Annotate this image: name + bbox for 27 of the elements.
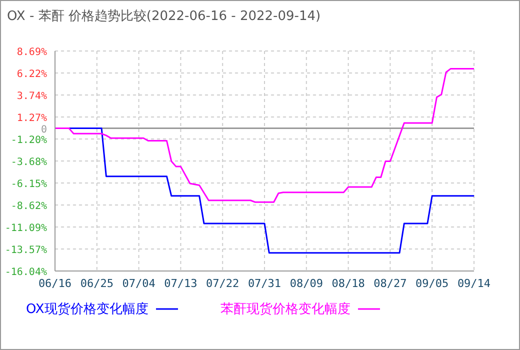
y-tick-label: 1.27% <box>16 113 47 124</box>
y-tick-label: 0 <box>40 124 47 136</box>
legend-label: 苯酐现货价格变化幅度 <box>220 301 350 318</box>
x-tick-label: 06/16 <box>38 276 72 290</box>
x-tick-label: 08/09 <box>290 276 323 290</box>
y-tick-label: -16.04% <box>4 267 47 278</box>
y-tick-label: -6.15% <box>10 179 47 190</box>
x-tick-label: 08/18 <box>332 276 365 290</box>
y-tick-label: 3.74% <box>16 91 47 102</box>
x-tick-label: 09/14 <box>457 276 491 290</box>
chart-title: OX - 苯酐 价格趋势比较(2022-06-16 - 2022-09-14) <box>6 8 322 26</box>
y-tick-label: 6.22% <box>16 68 47 80</box>
y-tick-label: -11.09% <box>4 222 47 234</box>
line-series <box>55 68 474 203</box>
x-tick-label: 09/05 <box>416 276 449 290</box>
x-tick-label: 07/04 <box>122 276 156 290</box>
x-tick-label: 06/25 <box>80 276 114 290</box>
y-tick-label: -1.20% <box>10 134 47 146</box>
y-tick-label: -3.68% <box>10 157 47 168</box>
y-tick-label: 8.69% <box>16 47 47 58</box>
x-tick-label: 07/22 <box>206 276 240 290</box>
x-tick-label: 07/31 <box>248 276 282 290</box>
x-tick-label: 08/27 <box>374 276 407 290</box>
x-tick-label: 07/13 <box>164 276 198 290</box>
y-tick-label: -8.62% <box>10 200 47 212</box>
y-tick-label: -13.57% <box>4 245 47 256</box>
legend-label: OX现货价格变化幅度 <box>26 301 148 318</box>
